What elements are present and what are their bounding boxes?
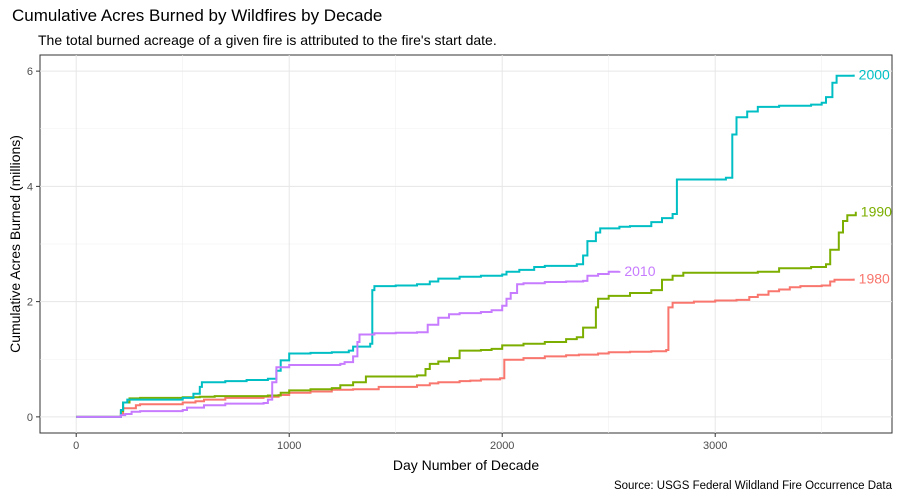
x-tick-label: 3000 (703, 440, 727, 452)
chart-title: Cumulative Acres Burned by Wildfires by … (12, 6, 383, 25)
y-tick-label: 0 (27, 412, 33, 424)
axis-ticks: 0 1000 2000 3000 0 2 4 6 (27, 66, 728, 452)
series-label-2000: 2000 (859, 67, 890, 83)
series-line-1980 (76, 278, 855, 418)
y-tick-label: 4 (27, 181, 33, 193)
y-axis-title: Cumulative Acres Burned (millions) (7, 135, 23, 353)
series-label-1990: 1990 (861, 204, 892, 220)
series-line-2010 (76, 270, 621, 418)
series-label-1980: 1980 (859, 271, 890, 287)
x-tick-label: 2000 (490, 440, 514, 452)
chart-caption: Source: USGS Federal Wildland Fire Occur… (613, 480, 892, 492)
x-axis-title: Day Number of Decade (393, 457, 540, 473)
series-lines (76, 74, 857, 418)
grid-lines (40, 55, 892, 433)
y-tick-label: 2 (27, 297, 33, 309)
series-line-1990 (76, 211, 857, 418)
x-tick-label: 0 (73, 440, 79, 452)
series-labels: 1980 1990 2000 2010 (624, 67, 892, 287)
chart-subtitle: The total burned acreage of a given fire… (38, 32, 497, 48)
y-tick-label: 6 (27, 66, 33, 78)
x-tick-label: 1000 (277, 440, 301, 452)
series-line-2000 (76, 74, 855, 418)
series-label-2010: 2010 (624, 263, 655, 279)
